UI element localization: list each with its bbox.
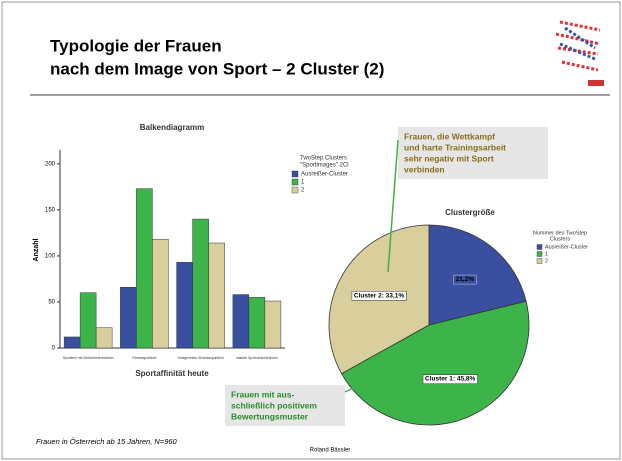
legend-swatch [291, 170, 299, 178]
slide-title: nach dem Image von Sport – 2 Cluster (2) [50, 59, 384, 78]
callout-box [398, 127, 548, 179]
chart-title: Clustergröße [445, 208, 495, 217]
x-tick-label: Inaktive Sportverächterinnen [236, 356, 278, 360]
y-axis-label: Anzahl [33, 238, 40, 261]
legend-swatch [536, 251, 543, 257]
pie-slice [341, 300, 530, 426]
bar [192, 218, 209, 349]
chart-title: Balkendiagramm [140, 123, 204, 132]
slice-label: Cluster 2: 33,1% [354, 292, 404, 299]
callout-text: Frauen mit aus- [231, 389, 294, 399]
legend-title: Clusters [550, 236, 570, 242]
legend-label: 1 [301, 180, 305, 186]
callout-arrow [344, 369, 391, 393]
callout-arrow [387, 139, 399, 273]
legend-label: Ausreißer-Cluster [545, 244, 588, 250]
x-tick-label: Sportlerin mit Stellvertreterfunktion [63, 356, 114, 360]
callout-text: Bewertungsmuster [231, 411, 309, 421]
pie-slice [428, 224, 527, 326]
logo [555, 20, 604, 86]
slice-label-box [422, 374, 478, 384]
slice-label-box [453, 274, 477, 285]
legend-title: Nummer des TwoStep [533, 230, 587, 236]
y-tick-label: 100 [45, 253, 56, 259]
legend-title: TwoStep Clusters [300, 156, 347, 162]
legend-label: 2 [545, 258, 548, 264]
callout-text: verbinden [404, 164, 445, 174]
callout-text: sehr negativ mit Sport [404, 153, 494, 163]
bar [248, 297, 266, 349]
legend-swatch [536, 244, 543, 250]
footnote: Frauen in Österreich ab 15 Jahren, N=960 [36, 437, 178, 446]
legend-label: Ausreißer-Cluster [301, 172, 348, 178]
legend-label: 1 [545, 251, 548, 257]
x-axis-label: Sportaffinität heute [135, 369, 209, 378]
bar [95, 327, 113, 349]
y-tick-label: 200 [45, 161, 56, 167]
x-tick-label: Fitnesssportlerin [132, 356, 156, 360]
slice-label: 21,2% [456, 276, 475, 283]
y-tick-label: 0 [52, 346, 56, 352]
callout-text: schließlich positivem [231, 400, 317, 410]
bar [176, 262, 193, 349]
bar [152, 239, 169, 349]
legend-title: "Sportimages" 2Cl [300, 163, 349, 169]
slice-label: Cluster 1: 45,8% [425, 376, 475, 383]
callout-box [225, 385, 345, 426]
y-tick-label: 50 [48, 300, 55, 306]
callout-text: Frauen, die Wettkampf [404, 131, 495, 141]
bar [63, 336, 81, 349]
bar [136, 188, 153, 349]
bar [264, 300, 282, 349]
slide-title: Typologie der Frauen [50, 36, 222, 55]
bar [120, 286, 137, 349]
bar [79, 292, 97, 349]
bar [208, 242, 225, 349]
legend-label: 2 [301, 188, 305, 194]
y-tick-label: 150 [45, 207, 56, 213]
callout-text: und harte Trainingsarbeit [404, 142, 506, 152]
slice-label-box [351, 291, 407, 301]
author: Roland Bässler [310, 448, 351, 454]
legend-swatch [536, 258, 543, 264]
legend-swatch [291, 178, 299, 186]
bar [232, 294, 250, 349]
legend-swatch [291, 186, 299, 194]
x-tick-label: Gelegenheits-/Urlaubssportlerin [177, 356, 224, 360]
